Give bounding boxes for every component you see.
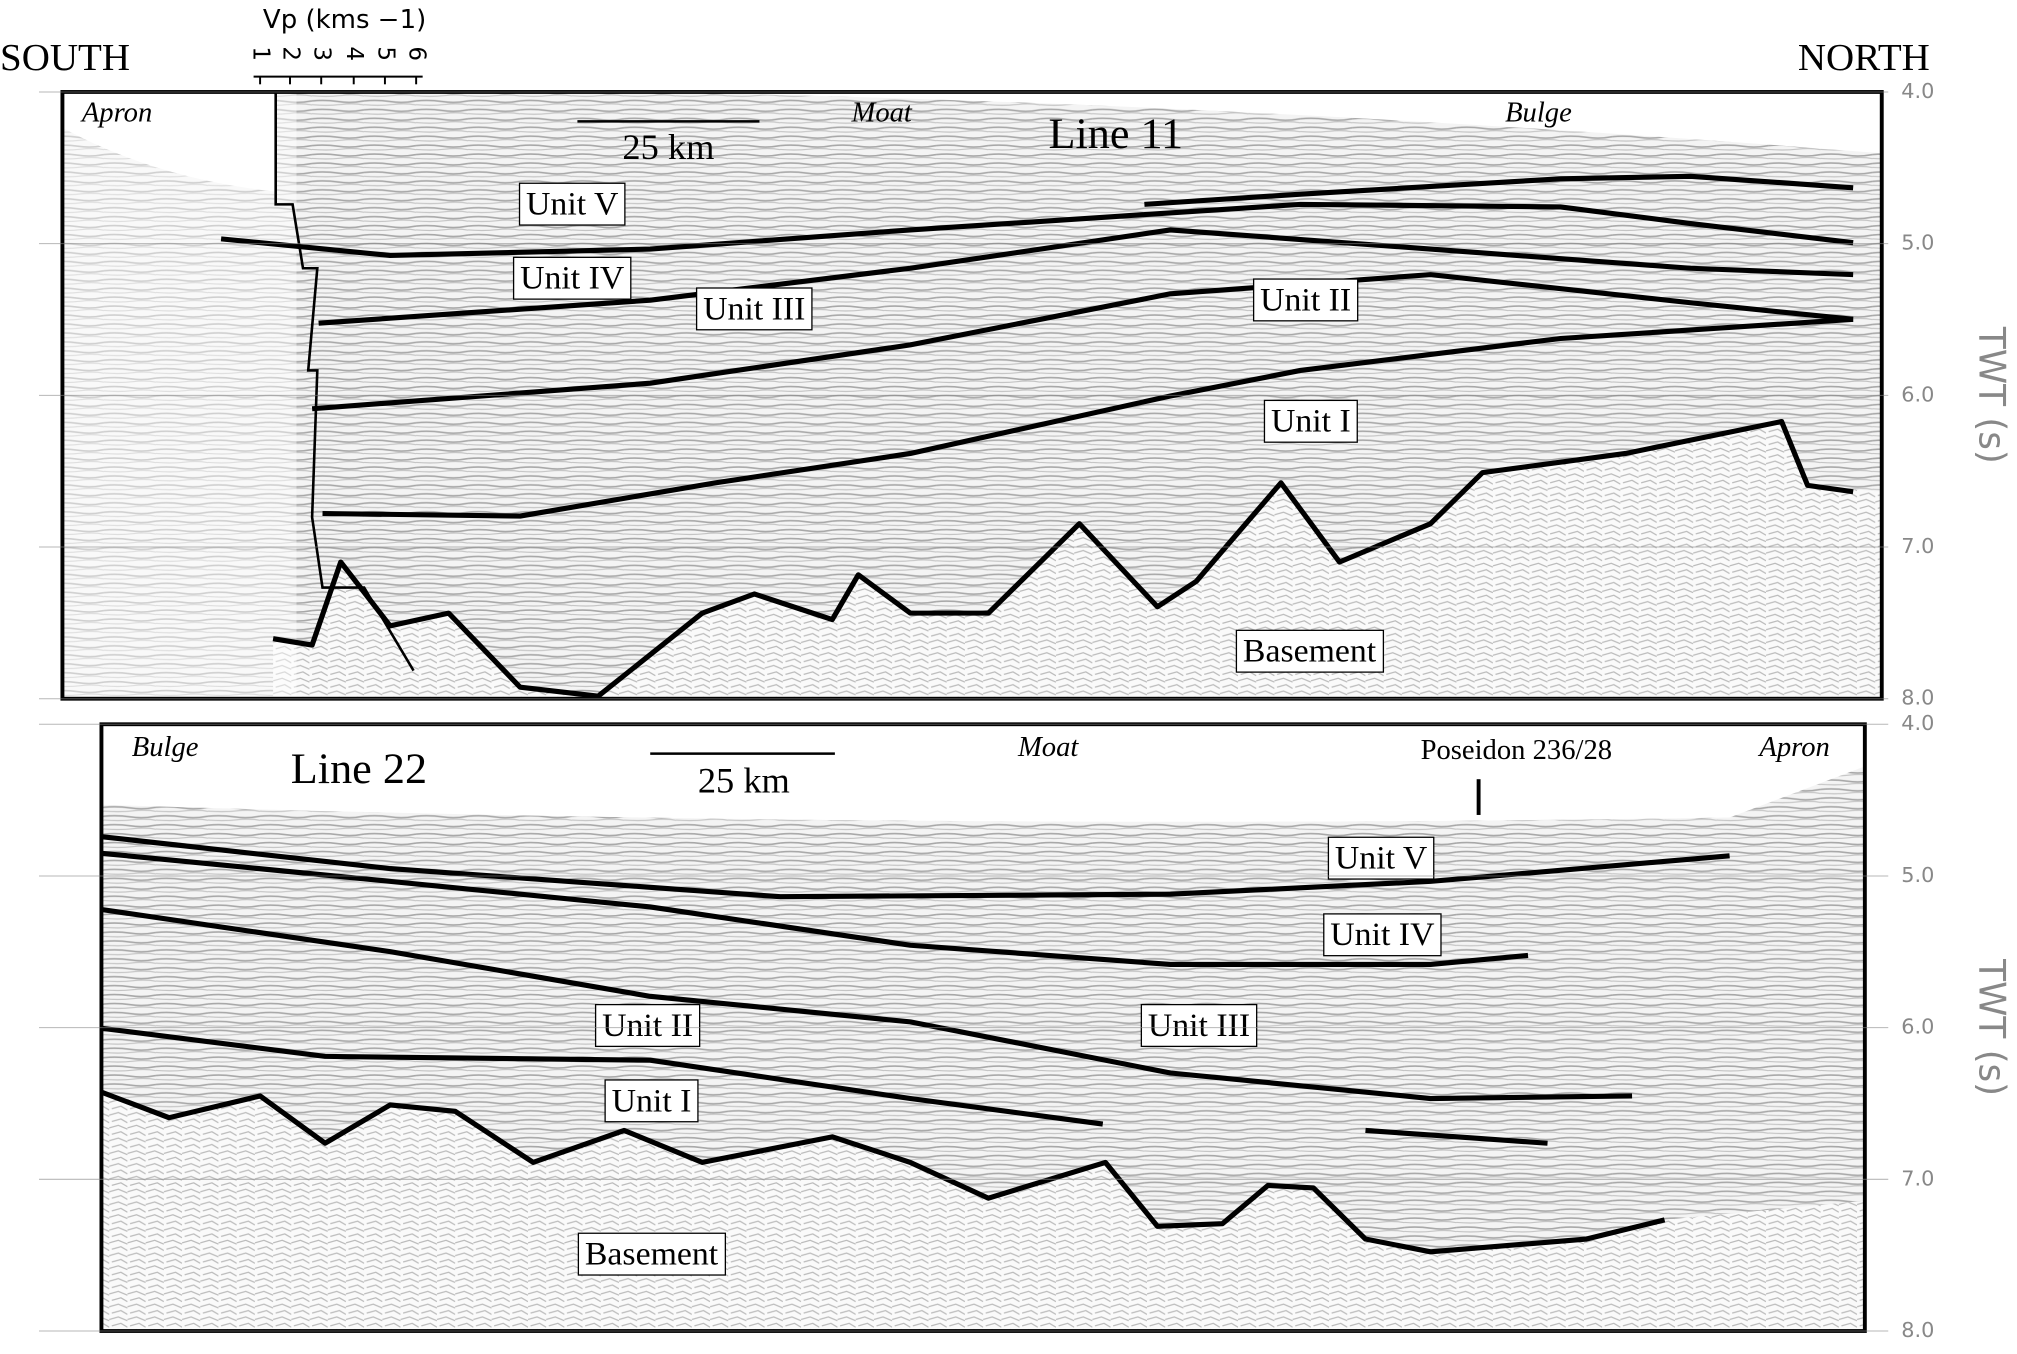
- vp-tick-label: 3: [309, 46, 336, 61]
- tick-label: 4.0: [1901, 79, 1934, 103]
- tick-label: 7.0: [1901, 1166, 1934, 1190]
- site-label: Poseidon 236/28: [1421, 735, 1612, 766]
- unit-label: Unit I: [1271, 403, 1351, 440]
- vp-tick-label: 1: [247, 46, 274, 61]
- label-box: [594, 1003, 701, 1048]
- label-box: [604, 1079, 699, 1123]
- label-box: [577, 1232, 727, 1276]
- place-label: Apron: [80, 98, 152, 129]
- label-box: [695, 287, 813, 331]
- tick-label: 4.0: [1901, 711, 1934, 735]
- place-label: Moat: [851, 98, 914, 129]
- place-label: Bulge: [132, 732, 199, 763]
- axis-label: TWT (s): [1971, 326, 2013, 464]
- label-box: [1252, 278, 1359, 322]
- horizons: [100, 91, 1854, 1255]
- label-box: [1235, 629, 1385, 673]
- label-box: [518, 182, 626, 226]
- unit-label: Unit III: [703, 291, 805, 328]
- scale-label: 25 km: [622, 127, 714, 167]
- vp-tick-label: 6: [404, 46, 431, 61]
- seismic-texture: [62, 89, 1882, 1332]
- unit-label: Unit II: [602, 1007, 693, 1044]
- unit-label: Unit V: [1335, 840, 1427, 877]
- place-label: Apron: [1757, 732, 1829, 763]
- place-label: Bulge: [1505, 98, 1572, 129]
- unit-label: Unit II: [1260, 282, 1351, 319]
- label-box: [512, 256, 632, 300]
- scale-label: 25 km: [698, 761, 790, 801]
- vp-tick-label: 4: [341, 46, 368, 61]
- axis-label: TWT (s): [1971, 958, 2013, 1096]
- tick-label: 8.0: [1901, 686, 1934, 710]
- vp-tick-label: 5: [372, 46, 399, 61]
- label-box: [1263, 399, 1358, 443]
- label-box: [1323, 913, 1442, 957]
- unit-label: Unit IV: [520, 260, 624, 297]
- tick-label: 6.0: [1901, 382, 1934, 406]
- unit-label: Basement: [1243, 633, 1377, 670]
- unit-label: Unit V: [526, 186, 618, 223]
- unit-label: Unit I: [612, 1083, 692, 1120]
- tick-label: 6.0: [1901, 1015, 1934, 1039]
- tick-label: 5.0: [1901, 231, 1934, 255]
- place-label: Moat: [1017, 732, 1080, 763]
- unit-label: Unit IV: [1330, 916, 1434, 953]
- panel-title: Line 11: [1048, 110, 1183, 158]
- tick-label: 8.0: [1901, 1318, 1934, 1342]
- tick-label: 5.0: [1901, 863, 1934, 887]
- vp-label: Vp (kms −1): [263, 5, 426, 35]
- unit-label: Unit III: [1148, 1007, 1250, 1044]
- tick-label: 7.0: [1901, 534, 1934, 558]
- north-label: NORTH: [1798, 37, 1930, 79]
- vp-tick-label: 2: [277, 46, 304, 61]
- panel-title: Line 22: [291, 745, 427, 793]
- label-box: [1140, 1003, 1258, 1048]
- unit-label: Basement: [585, 1236, 719, 1273]
- south-label: SOUTH: [0, 37, 130, 79]
- label-box: [1327, 836, 1435, 880]
